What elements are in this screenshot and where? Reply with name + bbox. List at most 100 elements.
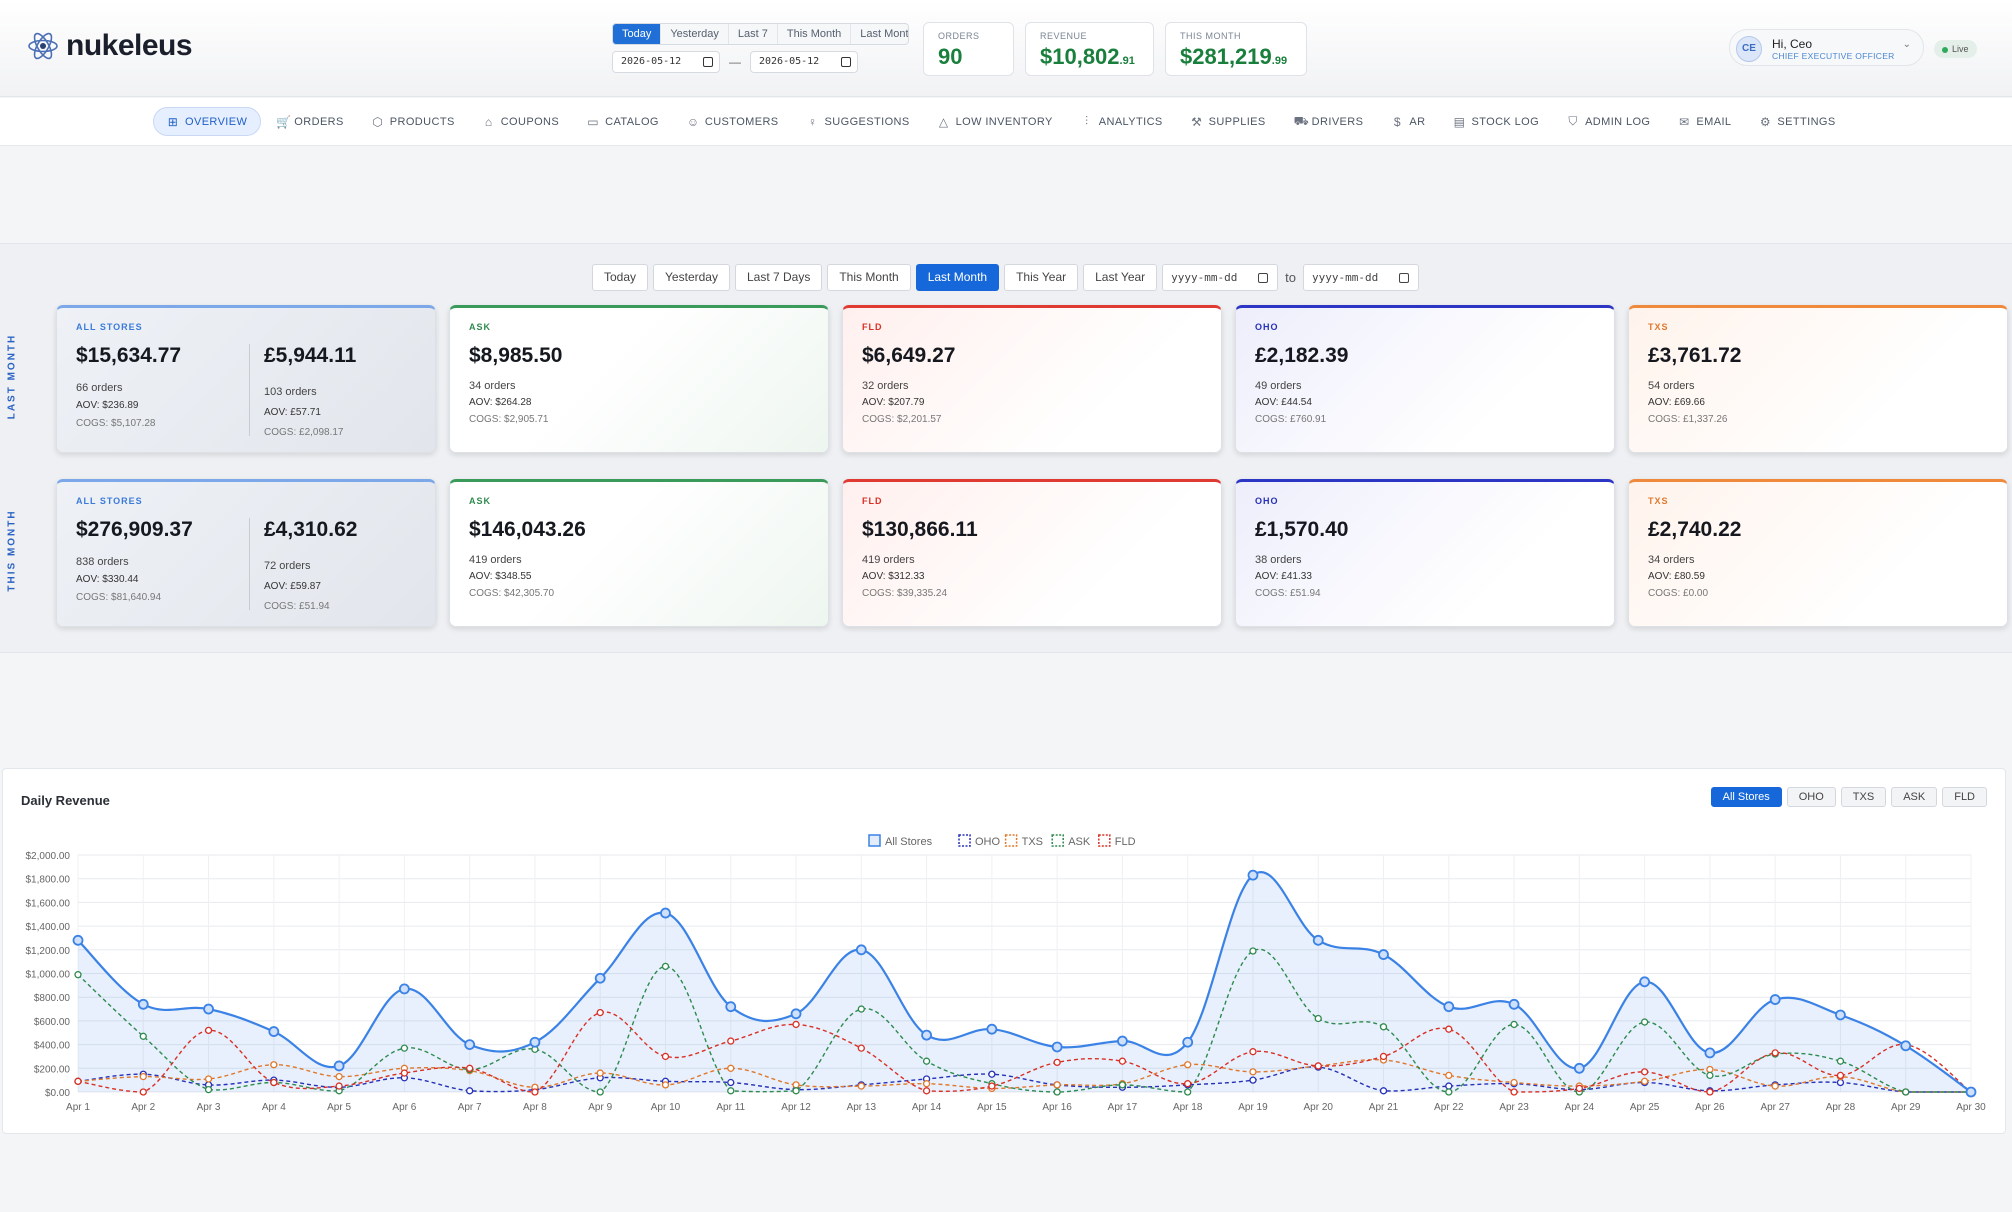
nav-coupons[interactable]: ⌂ COUPONS	[470, 107, 572, 136]
data-point[interactable]	[792, 1081, 800, 1089]
data-point[interactable]	[1510, 1020, 1518, 1029]
data-point[interactable]	[1640, 1077, 1649, 1085]
data-point[interactable]	[661, 1081, 670, 1089]
data-point[interactable]	[1118, 1057, 1127, 1065]
data-point[interactable]	[727, 1064, 735, 1072]
data-point[interactable]	[139, 1072, 147, 1081]
user-menu[interactable]: CE Hi, Ceo CHIEF EXECUTIVE OFFICER ⌄	[1729, 29, 1924, 66]
data-point[interactable]	[1639, 976, 1651, 988]
data-point[interactable]	[400, 1044, 409, 1052]
data-point[interactable]	[922, 1080, 931, 1088]
nav-suggestions[interactable]: ♀ SUGGESTIONS	[794, 107, 923, 136]
legend-item-fld[interactable]: FLD	[1098, 834, 1136, 848]
data-point[interactable]	[335, 1072, 343, 1081]
data-point[interactable]	[790, 1008, 802, 1020]
header-date-from-input[interactable]: 2026-05-12	[612, 51, 720, 73]
card-all-stores[interactable]: ALL STORES $276,909.37 838 orders AOV: $330…	[56, 479, 436, 627]
data-point[interactable]	[74, 1077, 82, 1085]
data-point[interactable]	[661, 1052, 670, 1061]
nav-drivers[interactable]: ⛟ DRIVERS	[1281, 107, 1377, 136]
nav-customers[interactable]: ☺ CUSTOMERS	[674, 107, 792, 136]
data-point[interactable]	[1247, 869, 1259, 881]
data-point[interactable]	[596, 1008, 604, 1017]
data-point[interactable]	[1510, 1088, 1518, 1096]
data-point[interactable]	[137, 998, 149, 1010]
data-point[interactable]	[1575, 1084, 1583, 1093]
range-this-month-button[interactable]: This Month	[827, 264, 911, 291]
nav-admin-log[interactable]: ⛉ ADMIN LOG	[1554, 107, 1663, 136]
chart-filter-ask-button[interactable]: ASK	[1891, 787, 1938, 807]
nav-low-inventory[interactable]: △ LOW INVENTORY	[925, 107, 1066, 136]
data-point[interactable]	[725, 1001, 737, 1013]
data-point[interactable]	[1118, 1081, 1127, 1089]
data-point[interactable]	[398, 983, 410, 995]
legend-item-oho[interactable]: OHO	[958, 834, 1001, 848]
data-point[interactable]	[139, 1088, 147, 1096]
data-point[interactable]	[922, 1057, 931, 1065]
nav-products[interactable]: ⬡ PRODUCTS	[359, 107, 468, 136]
card-store-ask[interactable]: ASK $146,043.26 419 orders AOV: $348.55 COGS…	[449, 479, 829, 627]
data-point[interactable]	[529, 1036, 541, 1048]
data-point[interactable]	[466, 1087, 474, 1095]
data-point[interactable]	[1835, 1009, 1846, 1021]
header-range-last-7[interactable]: Last 7	[729, 24, 778, 44]
data-point[interactable]	[1508, 998, 1520, 1010]
header-range-yesterday[interactable]: Yesterday	[661, 24, 729, 44]
data-point[interactable]	[1769, 994, 1781, 1005]
data-point[interactable]	[855, 944, 867, 956]
card-store-ask[interactable]: ASK $8,985.50 34 orders AOV: $264.28 COGS: $…	[449, 305, 829, 453]
data-point[interactable]	[204, 1026, 213, 1035]
range-today-button[interactable]: Today	[592, 264, 649, 291]
data-point[interactable]	[988, 1082, 996, 1090]
nav-overview[interactable]: ⊞ OVERVIEW	[153, 107, 262, 136]
data-point[interactable]	[1771, 1049, 1779, 1057]
data-point[interactable]	[139, 1032, 147, 1040]
data-point[interactable]	[1184, 1088, 1192, 1096]
nav-settings[interactable]: ⚙ SETTINGS	[1746, 107, 1848, 136]
data-point[interactable]	[792, 1020, 800, 1029]
data-point[interactable]	[1836, 1071, 1845, 1080]
nav-stock-log[interactable]: ▤ STOCK LOG	[1440, 107, 1552, 136]
data-point[interactable]	[921, 1029, 932, 1041]
data-point[interactable]	[268, 1026, 280, 1037]
brand-logo[interactable]: nukeleus	[26, 29, 193, 63]
card-store-oho[interactable]: OHO £2,182.39 49 orders AOV: £44.54 COGS: £7…	[1235, 305, 1615, 453]
data-point[interactable]	[1249, 1068, 1257, 1076]
range-last-year-button[interactable]: Last Year	[1083, 264, 1158, 291]
data-point[interactable]	[1314, 1014, 1322, 1023]
data-point[interactable]	[1445, 1088, 1453, 1096]
data-point[interactable]	[1378, 949, 1389, 960]
data-point[interactable]	[596, 1088, 604, 1096]
data-point[interactable]	[596, 1069, 604, 1077]
data-point[interactable]	[857, 1005, 865, 1013]
data-point[interactable]	[203, 1003, 214, 1015]
data-point[interactable]	[1706, 1088, 1714, 1096]
header-date-to-input[interactable]: 2026-05-12	[750, 51, 858, 73]
data-point[interactable]	[1771, 1082, 1779, 1090]
card-store-txs[interactable]: TXS £2,740.22 34 orders AOV: £80.59 COGS: £0…	[1628, 479, 2008, 627]
data-point[interactable]	[727, 1087, 735, 1095]
legend-item-ask[interactable]: ASK	[1051, 834, 1091, 848]
data-point[interactable]	[1051, 1041, 1063, 1053]
chart-filter-fld-button[interactable]: FLD	[1942, 787, 1987, 807]
header-range-last-month[interactable]: Last Month	[851, 24, 908, 44]
data-point[interactable]	[333, 1060, 345, 1072]
legend-item-txs[interactable]: TXS	[1004, 834, 1043, 848]
nav-supplies[interactable]: ⚒ SUPPLIES	[1178, 107, 1279, 136]
data-point[interactable]	[1445, 1025, 1453, 1033]
data-point[interactable]	[1965, 1086, 1977, 1098]
data-point[interactable]	[204, 1085, 213, 1094]
summary-date-from-input[interactable]: yyyy-mm-dd	[1162, 264, 1279, 291]
data-point[interactable]	[1706, 1071, 1714, 1080]
data-point[interactable]	[1445, 1082, 1453, 1090]
data-point[interactable]	[792, 1087, 800, 1095]
data-point[interactable]	[1445, 1071, 1453, 1080]
data-point[interactable]	[400, 1069, 409, 1077]
data-point[interactable]	[270, 1061, 278, 1069]
chart-filter-all-stores-button[interactable]: All Stores	[1710, 787, 1782, 807]
data-point[interactable]	[1314, 1062, 1322, 1070]
data-point[interactable]	[335, 1082, 343, 1090]
calendar-icon[interactable]	[703, 57, 713, 67]
data-point[interactable]	[204, 1075, 213, 1083]
card-store-txs[interactable]: TXS £3,761.72 54 orders AOV: £69.66 COGS: £1…	[1628, 305, 2008, 453]
